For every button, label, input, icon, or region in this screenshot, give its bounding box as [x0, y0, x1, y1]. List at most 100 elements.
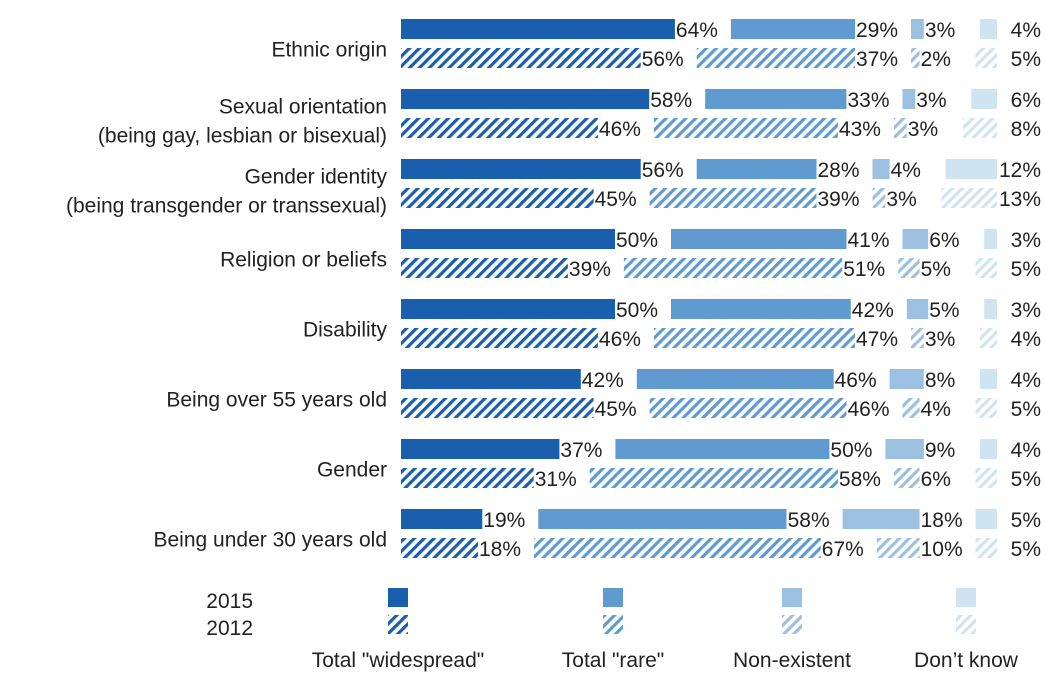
data-label: 5% [921, 258, 951, 281]
legend-swatch [782, 615, 802, 634]
data-label: 18% [479, 538, 521, 561]
data-label: 3% [925, 328, 955, 351]
bar-rare-2012 [649, 398, 847, 418]
data-label: 46% [599, 118, 641, 141]
data-label: 33% [848, 89, 890, 112]
data-label: 6% [929, 229, 959, 252]
category-label: Gender [317, 459, 387, 482]
data-label: 3% [925, 19, 955, 42]
bar-non-existent-2012 [893, 118, 907, 138]
data-label: 42% [582, 369, 624, 392]
bar-rare-2012 [649, 188, 817, 208]
data-label: 8% [1011, 118, 1041, 141]
data-label: 4% [1011, 439, 1041, 462]
data-label: 50% [830, 439, 872, 462]
bar-dont-know-2012 [975, 48, 997, 68]
data-label: 56% [642, 48, 684, 71]
legend-swatch [603, 615, 623, 634]
bar-non-existent-2015 [842, 509, 920, 529]
category-label: Ethnic origin [271, 39, 387, 62]
data-label: 45% [595, 398, 637, 421]
data-label: 46% [599, 328, 641, 351]
bar-widespread-2015 [401, 509, 483, 529]
category-label: Being under 30 years old [154, 529, 388, 552]
bar-widespread-2015 [401, 299, 615, 319]
category-label: Religion or beliefs [220, 249, 387, 272]
bar-dont-know-2012 [975, 258, 997, 278]
bar-widespread-2015 [401, 439, 560, 459]
data-label: 5% [1011, 258, 1041, 281]
bar-widespread-2012 [401, 538, 478, 558]
bar-non-existent-2015 [902, 89, 916, 109]
data-label: 9% [925, 439, 955, 462]
legend-swatch [956, 615, 976, 634]
data-label: 4% [1011, 19, 1041, 42]
bar-dont-know-2012 [941, 188, 997, 208]
legend-swatch [388, 588, 408, 607]
data-label: 39% [569, 258, 611, 281]
bar-rare-2012 [696, 48, 856, 68]
legend-swatch [956, 588, 976, 607]
bar-non-existent-2015 [889, 369, 924, 389]
bar-widespread-2012 [401, 48, 641, 68]
data-label: 5% [1011, 509, 1041, 532]
data-label: 10% [921, 538, 963, 561]
data-label: 13% [999, 188, 1041, 211]
bar-non-existent-2012 [876, 538, 920, 558]
data-label: 5% [929, 299, 959, 322]
legend-swatch [782, 588, 802, 607]
data-label: 50% [616, 229, 658, 252]
data-label: 43% [839, 118, 881, 141]
bar-dont-know-2015 [979, 19, 997, 39]
bar-non-existent-2012 [893, 468, 920, 488]
data-label: 51% [843, 258, 885, 281]
data-label: 4% [1011, 328, 1041, 351]
category-label: Gender identity [245, 166, 388, 189]
bar-rare-2015 [671, 229, 847, 249]
bar-rare-2012 [653, 328, 856, 348]
legend-swatch [603, 588, 623, 607]
bar-dont-know-2012 [975, 468, 997, 488]
bar-dont-know-2012 [975, 538, 997, 558]
bar-non-existent-2012 [872, 188, 886, 208]
data-label: 5% [1011, 538, 1041, 561]
data-label: 31% [535, 468, 577, 491]
category-label: (being transgender or transsexual) [66, 195, 387, 218]
bar-rare-2015 [730, 19, 855, 39]
bar-rare-2015 [538, 509, 787, 529]
bar-rare-2015 [615, 439, 830, 459]
category-labels: Ethnic origin Sexual orientation (being ga… [66, 39, 388, 552]
legend-entry: Non-existent [733, 649, 851, 672]
category-label: Being over 55 years old [166, 389, 387, 412]
data-label: 3% [886, 188, 916, 211]
bar-non-existent-2015 [906, 299, 929, 319]
data-label: 3% [1011, 299, 1041, 322]
bar-dont-know-2015 [975, 509, 997, 529]
bar-non-existent-2015 [911, 19, 924, 39]
bar-non-existent-2015 [902, 229, 929, 249]
bar-non-existent-2012 [902, 398, 920, 418]
bar-non-existent-2015 [872, 159, 890, 179]
data-label: 8% [925, 369, 955, 392]
data-label: 4% [921, 398, 951, 421]
data-label: 3% [916, 89, 946, 112]
data-label: 46% [848, 398, 890, 421]
bar-widespread-2012 [401, 188, 594, 208]
data-label: 12% [999, 159, 1041, 182]
legend-year-label: 2012 [206, 617, 253, 640]
bar-rare-2012 [589, 468, 838, 488]
data-label: 39% [818, 188, 860, 211]
bar-widespread-2015 [401, 19, 675, 39]
legend-entry: Don’t know [914, 649, 1019, 672]
data-label: 3% [908, 118, 938, 141]
bar-widespread-2015 [401, 229, 615, 249]
bar-rare-2012 [623, 258, 843, 278]
bar-dont-know-2015 [979, 369, 997, 389]
data-label: 56% [642, 159, 684, 182]
data-label: 19% [483, 509, 525, 532]
data-label: 29% [856, 19, 898, 42]
data-label: 41% [848, 229, 890, 252]
data-label: 58% [839, 468, 881, 491]
bar-non-existent-2012 [911, 48, 920, 68]
